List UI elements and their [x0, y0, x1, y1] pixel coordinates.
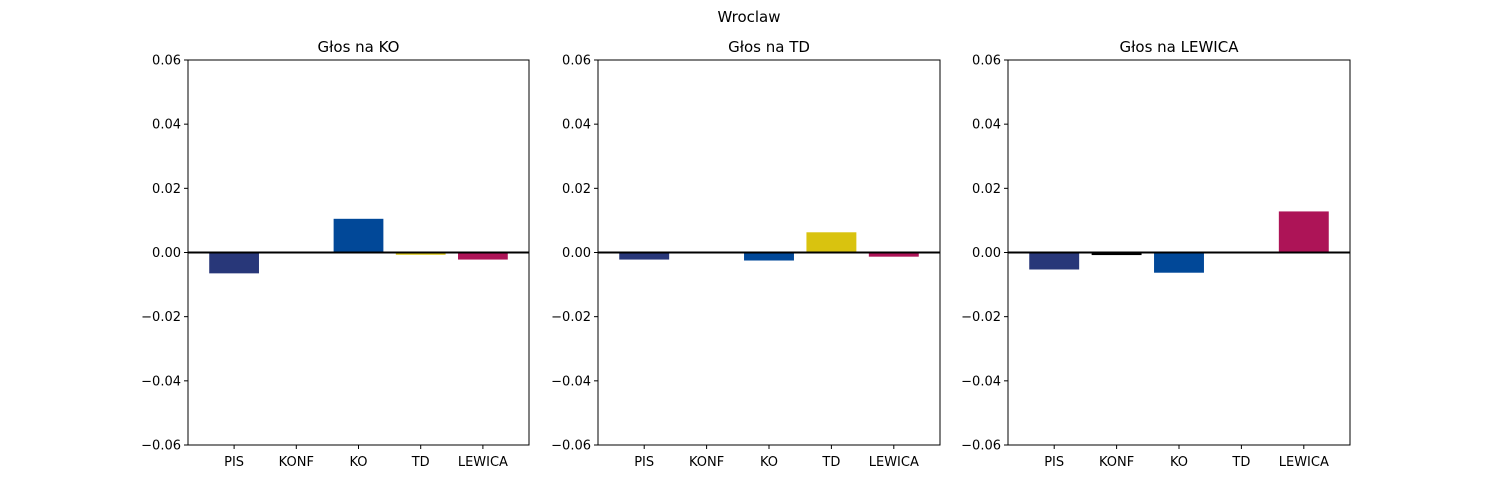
y-tick-label: 0.06 — [562, 54, 591, 69]
bar — [1278, 211, 1329, 253]
x-tick-label: PIS — [224, 455, 244, 470]
y-tick-label: 0.02 — [562, 182, 591, 197]
bar — [619, 252, 670, 260]
y-tick-label: −0.04 — [551, 374, 591, 389]
x-tick-label: LEWICA — [869, 455, 919, 470]
y-tick-label: −0.04 — [961, 374, 1001, 389]
figure-title: Wroclaw — [717, 8, 780, 26]
chart-panel: Głos na TD 0.06 0.04 0.02 0.00 −0.02 −0.04 −0.0… — [551, 38, 941, 470]
bar — [395, 252, 446, 255]
bar — [806, 232, 857, 253]
y-tick-label: 0.00 — [152, 246, 181, 261]
chart-panel: Głos na KO 0.06 0.04 0.02 0.00 −0.02 −0.04 −0.0… — [141, 38, 530, 470]
y-tick-label: 0.04 — [972, 118, 1001, 133]
x-tick-label: KO — [349, 455, 367, 470]
x-tick-label: KO — [760, 455, 778, 470]
x-tick-label: TD — [821, 455, 840, 470]
x-tick-label: LEWICA — [1279, 455, 1329, 470]
x-tick-label: KONF — [279, 455, 314, 470]
y-tick-label: 0.06 — [152, 54, 181, 69]
y-tick-label: 0.02 — [972, 182, 1001, 197]
y-tick-label: −0.02 — [551, 310, 591, 325]
x-tick-label: PIS — [1044, 455, 1064, 470]
y-tick-label: −0.02 — [141, 310, 181, 325]
chart-title: Głos na LEWICA — [1120, 38, 1240, 56]
bar — [868, 252, 919, 257]
chart-title: Głos na KO — [318, 38, 400, 56]
chart-title: Głos na TD — [728, 38, 810, 56]
y-tick-label: 0.02 — [152, 182, 181, 197]
y-tick-label: 0.00 — [562, 246, 591, 261]
y-tick-label: −0.02 — [961, 310, 1001, 325]
y-tick-label: 0.04 — [562, 118, 591, 133]
bar — [458, 252, 508, 260]
bar — [209, 252, 259, 274]
chart-panels: Głos na KO 0.06 0.04 0.02 0.00 −0.02 −0.04 −0.0… — [141, 38, 1351, 470]
x-tick-label: TD — [411, 455, 430, 470]
x-tick-label: LEWICA — [458, 455, 508, 470]
x-tick-label: KONF — [1099, 455, 1134, 470]
bar — [1091, 252, 1142, 256]
bar — [1029, 252, 1080, 270]
y-tick-label: 0.06 — [972, 54, 1001, 69]
y-tick-label: −0.06 — [141, 439, 181, 454]
bar — [333, 218, 384, 253]
y-tick-label: 0.04 — [152, 118, 181, 133]
y-tick-label: −0.06 — [961, 439, 1001, 454]
y-tick-label: −0.04 — [141, 374, 181, 389]
bar — [1154, 252, 1204, 273]
bar — [744, 252, 794, 261]
x-tick-label: TD — [1231, 455, 1250, 470]
y-tick-label: 0.00 — [972, 246, 1001, 261]
x-tick-label: KONF — [689, 455, 724, 470]
x-tick-label: KO — [1170, 455, 1188, 470]
y-tick-label: −0.06 — [551, 439, 591, 454]
chart-panel: Głos na LEWICA 0.06 0.04 0.02 0.00 −0.02 −0.04… — [961, 38, 1351, 470]
x-tick-label: PIS — [634, 455, 654, 470]
